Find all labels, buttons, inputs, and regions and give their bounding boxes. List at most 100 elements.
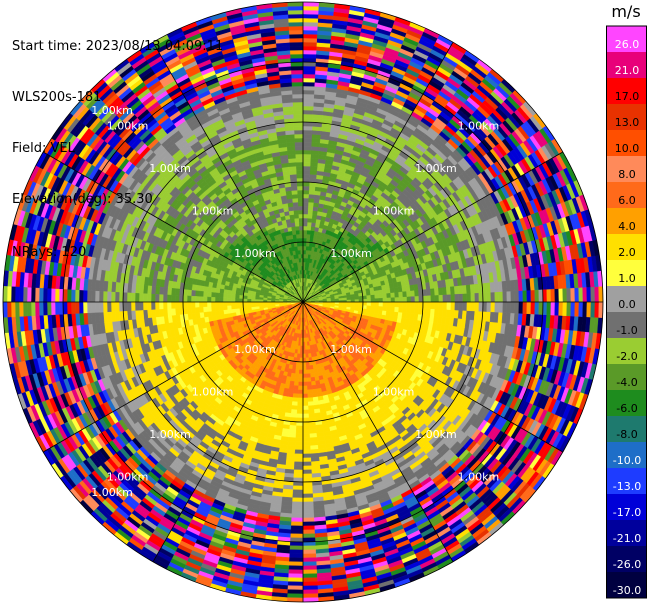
gate-cell bbox=[582, 286, 588, 303]
gate-cell bbox=[82, 290, 88, 303]
gate-cell bbox=[574, 287, 580, 303]
gate-cell bbox=[30, 287, 36, 303]
gate-cell bbox=[474, 292, 480, 303]
gate-cell bbox=[214, 306, 220, 312]
gate-cell bbox=[202, 306, 208, 313]
gate-cell bbox=[494, 291, 500, 303]
gate-cell bbox=[198, 296, 204, 303]
gate-cell bbox=[309, 230, 315, 236]
gate-cell bbox=[302, 189, 310, 195]
gate-cell bbox=[302, 185, 310, 191]
gate-cell bbox=[466, 292, 472, 303]
gate-cell bbox=[291, 189, 298, 195]
gate-cell bbox=[306, 217, 313, 223]
gate-cell bbox=[302, 169, 311, 175]
gate-cell bbox=[114, 291, 120, 303]
gate-cell bbox=[309, 169, 318, 175]
gate-cell bbox=[190, 295, 196, 303]
gate-cell bbox=[302, 237, 307, 243]
gate-cell bbox=[291, 89, 304, 95]
gate-cell bbox=[210, 292, 216, 298]
gate-cell bbox=[290, 65, 304, 71]
gate-cell bbox=[293, 133, 304, 139]
gate-cell bbox=[410, 295, 416, 303]
gate-cell bbox=[434, 294, 440, 303]
gate-cell bbox=[294, 137, 304, 143]
gate-cell bbox=[218, 292, 224, 299]
gate-cell bbox=[390, 292, 396, 298]
gate-cell bbox=[293, 217, 300, 223]
gate-cell bbox=[298, 213, 304, 219]
gate-cell bbox=[194, 301, 200, 308]
gate-cell bbox=[18, 286, 24, 303]
gate-cell bbox=[291, 197, 299, 203]
gate-cell bbox=[86, 290, 92, 303]
gate-cell bbox=[154, 294, 160, 303]
gate-cell bbox=[302, 105, 314, 111]
gate-cell bbox=[46, 288, 52, 303]
gate-cell bbox=[309, 165, 318, 171]
gate-cell bbox=[289, 41, 304, 47]
gate-cell bbox=[186, 289, 192, 297]
gate-cell bbox=[170, 294, 176, 303]
gate-cell bbox=[546, 288, 552, 303]
gate-cell bbox=[294, 145, 304, 151]
gate-cell bbox=[307, 209, 313, 215]
gate-cell bbox=[302, 249, 306, 255]
gate-cell bbox=[218, 297, 224, 303]
gate-cell bbox=[302, 181, 310, 187]
gate-cell bbox=[118, 301, 124, 312]
gate-cell bbox=[118, 292, 124, 303]
gate-cell bbox=[454, 293, 460, 303]
gate-cell bbox=[302, 85, 315, 91]
gate-cell bbox=[174, 301, 180, 309]
gate-cell bbox=[134, 301, 140, 312]
gate-cell bbox=[250, 296, 256, 300]
gate-cell bbox=[254, 296, 260, 300]
gate-cell bbox=[302, 221, 308, 227]
gate-cell bbox=[296, 185, 304, 191]
gate-cell bbox=[402, 290, 408, 298]
gate-cell bbox=[70, 301, 76, 315]
gate-cell bbox=[242, 298, 248, 303]
gate-cell bbox=[142, 293, 148, 303]
gate-cell bbox=[293, 129, 304, 135]
gate-cell bbox=[506, 290, 512, 303]
gate-cell bbox=[234, 298, 240, 303]
gate-cell bbox=[302, 65, 316, 71]
gate-cell bbox=[170, 301, 176, 310]
gate-cell bbox=[296, 181, 304, 187]
gate-cell bbox=[170, 287, 176, 296]
gate-cell bbox=[94, 301, 100, 314]
gate-cell bbox=[534, 289, 540, 303]
gate-cell bbox=[302, 209, 309, 215]
gate-cell bbox=[562, 287, 568, 303]
gate-cell bbox=[122, 292, 128, 303]
gate-cell bbox=[291, 193, 298, 199]
gate-cell bbox=[462, 293, 468, 303]
gate-cell bbox=[307, 205, 314, 211]
gate-cell bbox=[174, 308, 180, 316]
gate-cell bbox=[434, 287, 440, 296]
gate-cell bbox=[522, 290, 528, 303]
gate-cell bbox=[418, 295, 424, 303]
gate-cell bbox=[178, 301, 184, 309]
gate-cell bbox=[302, 25, 318, 31]
gate-cell bbox=[46, 301, 52, 316]
gate-cell bbox=[302, 145, 312, 151]
gate-cell bbox=[186, 301, 192, 309]
gate-cell bbox=[222, 293, 228, 299]
gate-cell bbox=[414, 295, 420, 303]
gate-cell bbox=[307, 201, 314, 207]
gate-cell bbox=[194, 296, 200, 303]
gate-cell bbox=[293, 117, 304, 123]
gate-cell bbox=[394, 291, 400, 298]
gate-cell bbox=[182, 295, 188, 303]
gate-cell bbox=[226, 293, 232, 299]
gate-cell bbox=[306, 225, 312, 231]
gate-cell bbox=[358, 298, 364, 303]
gate-cell bbox=[450, 293, 456, 303]
gate-cell bbox=[292, 109, 304, 115]
gate-cell bbox=[514, 290, 520, 303]
gate-cell bbox=[250, 301, 256, 305]
